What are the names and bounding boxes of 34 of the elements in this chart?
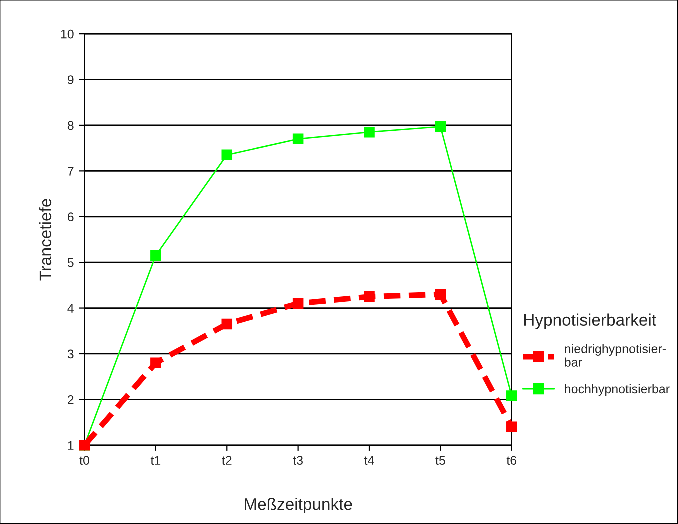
y-tick-label: 8	[68, 121, 74, 130]
legend-label: niedrighypnotisier- bar	[565, 344, 666, 367]
point	[150, 358, 162, 369]
point	[150, 250, 162, 262]
point	[222, 318, 233, 330]
x-tick-label: t4	[364, 456, 374, 465]
point	[292, 298, 304, 310]
point	[292, 134, 304, 145]
y-tick-label: 6	[68, 212, 74, 222]
y-tick-label: 4	[68, 304, 74, 313]
point	[222, 150, 233, 161]
x-tick-label: t6	[506, 456, 517, 465]
point	[435, 121, 446, 132]
legend-title: Hypnotisierbarkeit	[524, 314, 656, 330]
y-tick-label: 5	[68, 258, 74, 268]
y-axis-title: Trancetiefe	[39, 199, 52, 281]
point	[364, 291, 375, 302]
x-tick-label: t5	[436, 456, 446, 465]
y-tick-label: 10	[61, 30, 74, 39]
x-tick-label: t1	[150, 456, 161, 465]
y-tick-label: 9	[68, 76, 74, 84]
x-tick-label: t3	[293, 456, 303, 465]
point	[506, 390, 518, 402]
point	[364, 126, 375, 138]
point	[506, 422, 518, 432]
legend-label: hochhypnotisierbar	[565, 384, 670, 396]
y-tick-label: 7	[68, 167, 74, 176]
y-tick-label: 2	[68, 395, 74, 404]
y-tick-label: 3	[68, 350, 74, 359]
x-tick-label: t0	[80, 456, 90, 465]
point	[435, 289, 446, 300]
x-tick-label: t2	[222, 456, 232, 465]
y-tick-label: 1	[68, 441, 74, 450]
x-axis-title: Meßzeitpunkte	[245, 498, 352, 514]
